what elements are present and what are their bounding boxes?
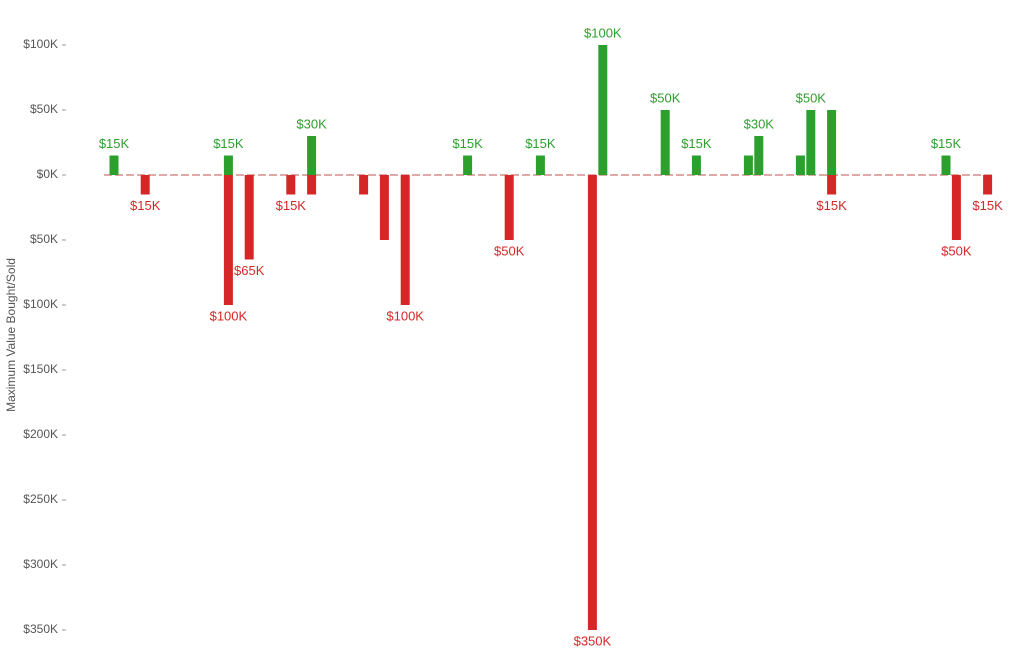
bar — [827, 175, 837, 195]
bar — [743, 155, 753, 175]
bar — [379, 175, 389, 240]
bar — [660, 110, 670, 175]
y-tick-label: $100K — [23, 37, 58, 51]
y-axis-title: Maximum Value Bought/Sold — [4, 258, 18, 412]
value-label: $15K — [816, 198, 847, 213]
value-label: $15K — [452, 136, 483, 151]
bar — [951, 175, 961, 240]
bar — [400, 175, 410, 305]
value-label: $50K — [494, 243, 525, 258]
bar — [244, 175, 254, 260]
value-label: $65K — [234, 263, 265, 278]
value-label: $50K — [650, 90, 681, 105]
bar — [223, 175, 233, 305]
bar — [463, 155, 473, 175]
value-label: $30K — [296, 116, 327, 131]
bar — [286, 175, 296, 195]
value-label: $100K — [386, 308, 424, 323]
y-tick-label: $300K — [23, 557, 58, 571]
bar — [109, 155, 119, 175]
value-label: $15K — [276, 198, 307, 213]
bar — [307, 175, 317, 195]
bar — [223, 155, 233, 175]
bar — [795, 155, 805, 175]
bar — [983, 175, 993, 195]
bar — [806, 110, 816, 175]
value-label: $15K — [681, 136, 712, 151]
value-label: $15K — [130, 198, 161, 213]
bar — [598, 45, 608, 175]
value-label: $15K — [972, 198, 1003, 213]
bar — [307, 136, 317, 175]
bar — [140, 175, 150, 195]
value-label: $100K — [584, 25, 622, 40]
y-tick-label: $50K — [30, 232, 58, 246]
y-tick-label: $50K — [30, 102, 58, 116]
y-tick-label: $100K — [23, 297, 58, 311]
value-label: $50K — [796, 90, 827, 105]
y-tick-label: $0K — [37, 167, 58, 181]
value-label: $50K — [941, 243, 972, 258]
bar — [827, 110, 837, 175]
value-label: $15K — [931, 136, 962, 151]
value-label: $350K — [574, 633, 612, 648]
bar — [754, 136, 764, 175]
value-label: $15K — [213, 136, 244, 151]
value-label: $15K — [525, 136, 556, 151]
bar — [504, 175, 514, 240]
y-tick-label: $150K — [23, 362, 58, 376]
bar — [359, 175, 369, 195]
y-tick-label: $250K — [23, 492, 58, 506]
value-label: $30K — [744, 116, 775, 131]
bar — [941, 155, 951, 175]
value-label: $100K — [210, 308, 248, 323]
bar — [587, 175, 597, 630]
y-tick-label: $350K — [23, 622, 58, 636]
value-label: $15K — [99, 136, 130, 151]
bar — [691, 155, 701, 175]
y-tick-label: $200K — [23, 427, 58, 441]
bar — [535, 155, 545, 175]
